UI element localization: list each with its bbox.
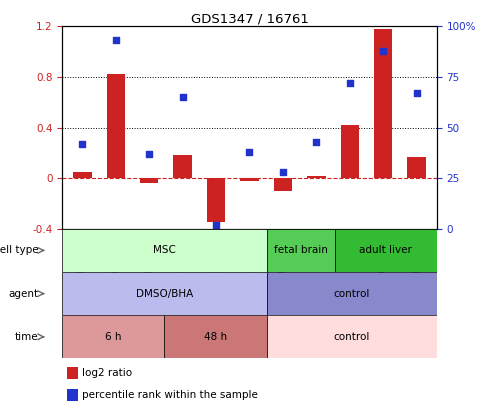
Text: DMSO/BHA: DMSO/BHA: [136, 289, 193, 298]
Text: MSC: MSC: [153, 245, 176, 256]
Bar: [62, 229, 266, 272]
Bar: [62, 272, 266, 315]
Bar: [207, 178, 225, 222]
Text: fetal brain: fetal brain: [273, 245, 327, 256]
Point: [112, 37, 120, 44]
Bar: [340, 125, 359, 178]
Point: [279, 169, 287, 175]
Point: [379, 47, 387, 54]
Bar: [165, 315, 266, 358]
Text: time: time: [15, 332, 38, 342]
Point: [246, 149, 253, 155]
Bar: [266, 272, 437, 315]
Bar: [174, 156, 192, 178]
Point: [78, 141, 86, 147]
Bar: [274, 178, 292, 191]
Bar: [241, 178, 258, 181]
Bar: [407, 157, 426, 178]
Bar: [334, 229, 437, 272]
Point: [145, 151, 153, 157]
Text: percentile rank within the sample: percentile rank within the sample: [82, 390, 258, 400]
Point: [212, 222, 220, 228]
Point: [346, 80, 354, 86]
Point: [312, 139, 320, 145]
Text: adult liver: adult liver: [359, 245, 412, 256]
Bar: [266, 315, 437, 358]
Bar: [307, 176, 325, 178]
Bar: [62, 315, 165, 358]
Title: GDS1347 / 16761: GDS1347 / 16761: [191, 12, 308, 25]
Point: [179, 94, 187, 100]
Bar: [67, 389, 78, 401]
Bar: [266, 229, 334, 272]
Text: 6 h: 6 h: [105, 332, 122, 342]
Text: 48 h: 48 h: [204, 332, 227, 342]
Bar: [73, 172, 92, 178]
Bar: [107, 75, 125, 178]
Text: agent: agent: [8, 289, 38, 298]
Text: control: control: [333, 332, 370, 342]
Bar: [140, 178, 159, 183]
Point: [413, 90, 421, 96]
Bar: [374, 29, 392, 178]
Text: control: control: [333, 289, 370, 298]
Bar: [67, 367, 78, 379]
Text: log2 ratio: log2 ratio: [82, 368, 132, 378]
Text: cell type: cell type: [0, 245, 38, 256]
